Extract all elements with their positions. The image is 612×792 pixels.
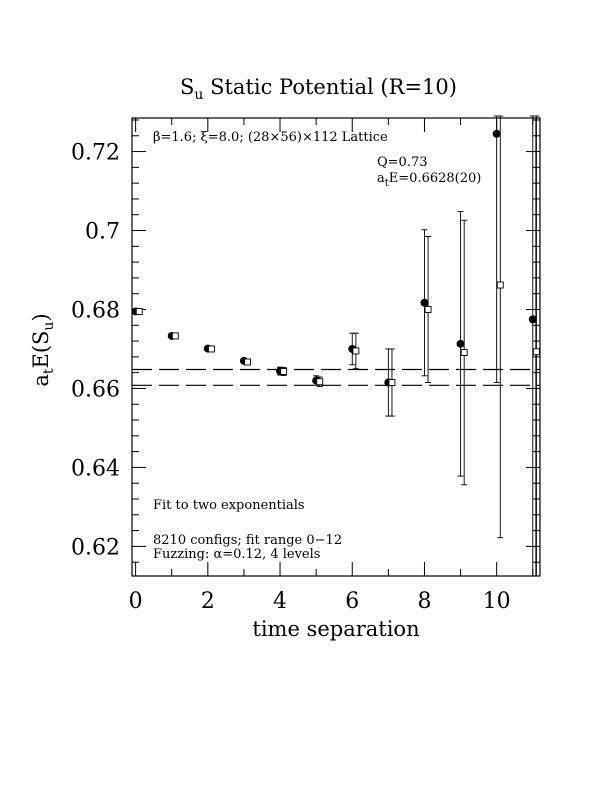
data-point-circle	[492, 129, 501, 138]
x-tick-label: 8	[417, 589, 431, 614]
plot-frame	[131, 117, 541, 577]
fuzzing-note: Fuzzing: α=0.12, 4 levels	[153, 547, 320, 562]
lattice-annotation: β=1.6; ξ=8.0; (28×56)×112 Lattice	[153, 130, 388, 145]
data-point-square	[280, 368, 288, 375]
data-point-circle	[528, 315, 537, 324]
y-tick-label: 0.68	[71, 298, 120, 323]
chart-title: Su Static Potential (R=10)	[180, 75, 457, 103]
fit-note: Fit to two exponentials	[153, 498, 305, 513]
y-axis-title: atE(Su)	[29, 313, 57, 386]
energy-annotation: atE=0.6628(20)	[377, 171, 481, 189]
data-point-circle	[420, 298, 429, 307]
data-point-square	[352, 347, 360, 355]
data-point-square	[207, 345, 215, 353]
data-point-circle	[456, 339, 465, 348]
x-tick-labels: 0 2 4 6 8 10	[129, 589, 511, 614]
data-marks	[131, 115, 540, 577]
x-tick-label: 6	[345, 589, 359, 614]
x-tick-label: 2	[201, 589, 215, 614]
data-point-square	[532, 348, 540, 356]
x-tick-label: 10	[483, 589, 511, 614]
data-point-square	[171, 332, 179, 340]
x-axis-title: time separation	[252, 617, 419, 641]
y-tick-label: 0.72	[71, 141, 120, 166]
y-tick-label: 0.7	[85, 220, 120, 245]
y-tick-labels: 0.62 0.64 0.66 0.68 0.7 0.72	[71, 141, 120, 561]
y-tick-label: 0.64	[71, 456, 120, 481]
data-point-square	[496, 281, 504, 289]
data-point-square	[424, 306, 432, 313]
data-point-square	[460, 349, 468, 356]
data-point-square	[244, 358, 251, 366]
configs-note: 8210 configs; fit range 0−12	[153, 533, 342, 548]
q-annotation: Q=0.73	[377, 155, 428, 170]
data-point-square	[316, 378, 324, 386]
y-tick-label: 0.62	[71, 535, 120, 560]
y-tick-label: 0.66	[71, 377, 120, 402]
fit-band	[132, 368, 540, 386]
data-point-square	[135, 308, 143, 315]
x-tick-label: 0	[129, 589, 143, 614]
x-tick-label: 4	[273, 589, 287, 614]
data-point-square	[388, 379, 396, 386]
